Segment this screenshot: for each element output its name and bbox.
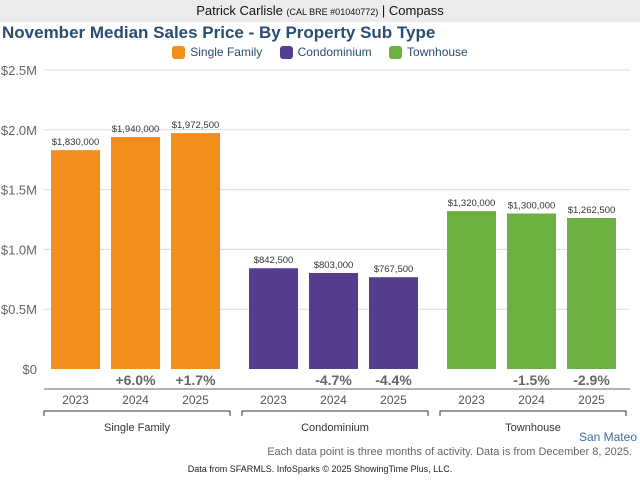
y-tick-label: $2.0M (1, 123, 37, 138)
bar-townhouse-2025 (567, 218, 616, 369)
bar-value-label: $842,500 (254, 255, 294, 266)
bar-townhouse-2024 (507, 213, 556, 369)
x-tick-label: 2023 (458, 393, 485, 407)
pct-change-label: -1.5% (513, 372, 550, 388)
bar-condominium-2023 (249, 268, 298, 369)
x-tick-label: 2025 (380, 393, 407, 407)
x-tick-label: 2023 (62, 393, 89, 407)
x-tick-label: 2024 (320, 393, 347, 407)
pct-change-label: -4.4% (375, 372, 412, 388)
header-separator: | (381, 3, 386, 18)
bar-value-label: $1,262,500 (568, 205, 616, 216)
x-tick-label: 2024 (122, 393, 149, 407)
bar-value-label: $1,300,000 (508, 201, 556, 212)
group-label-single-family: Single Family (104, 422, 171, 434)
group-bracket (439, 410, 627, 416)
group-bracket (241, 410, 429, 416)
y-tick-label: $0 (23, 362, 37, 377)
legend-label: Condominium (297, 45, 372, 59)
pct-change-label: -4.7% (315, 372, 352, 388)
bar-townhouse-2023 (447, 211, 496, 369)
agent-license: (CAL BRE #01040772) (286, 7, 379, 17)
bar-value-label: $1,320,000 (448, 198, 496, 209)
x-tick-label: 2025 (578, 393, 605, 407)
x-tick-label: 2025 (182, 393, 209, 407)
legend-label: Single Family (190, 45, 263, 59)
legend-swatch-condominium (279, 45, 293, 59)
bar-value-label: $803,000 (314, 260, 354, 271)
y-tick-label: $1.0M (1, 242, 37, 257)
legend-swatch-single-family (172, 45, 186, 59)
bar-value-label: $1,830,000 (52, 137, 100, 148)
chart-title: November Median Sales Price - By Propert… (2, 23, 436, 42)
group-bracket (43, 410, 231, 416)
legend-item-single-family[interactable]: Single Family (172, 45, 262, 59)
y-tick-label: $2.5M (1, 63, 37, 78)
pct-change-label: +6.0% (115, 372, 156, 388)
bar-value-label: $1,972,500 (172, 120, 220, 131)
bar-value-label: $1,940,000 (112, 124, 160, 135)
legend-label: Townhouse (407, 45, 468, 59)
bar-single-family-2023 (51, 150, 100, 369)
brokerage-name: Compass (388, 3, 444, 18)
bar-value-label: $767,500 (374, 264, 414, 275)
x-tick-label: 2023 (260, 393, 287, 407)
chart-legend: Single Family Condominium Townhouse (0, 45, 640, 62)
data-note: Each data point is three months of activ… (267, 446, 632, 458)
agent-header-bar: Patrick Carlisle (CAL BRE #01040772) | C… (0, 0, 640, 22)
region-label: San Mateo (578, 430, 637, 444)
legend-swatch-townhouse (389, 45, 403, 59)
legend-item-townhouse[interactable]: Townhouse (389, 45, 468, 59)
pct-change-label: -2.9% (573, 372, 610, 388)
group-label-townhouse: Townhouse (505, 422, 561, 434)
legend-item-condominium[interactable]: Condominium (279, 45, 372, 59)
bar-single-family-2024 (111, 136, 160, 369)
y-tick-label: $1.5M (1, 183, 37, 198)
footer-credit: Data from SFARMLS. InfoSparks © 2025 Sho… (187, 464, 453, 474)
pct-change-label: +1.7% (175, 372, 216, 388)
x-tick-label: 2024 (518, 393, 545, 407)
bar-condominium-2024 (309, 272, 358, 369)
group-label-condominium: Condominium (301, 422, 369, 434)
agent-name: Patrick Carlisle (196, 3, 283, 18)
bar-condominium-2025 (369, 277, 418, 369)
bar-single-family-2025 (171, 133, 220, 369)
y-tick-label: $0.5M (1, 302, 37, 317)
